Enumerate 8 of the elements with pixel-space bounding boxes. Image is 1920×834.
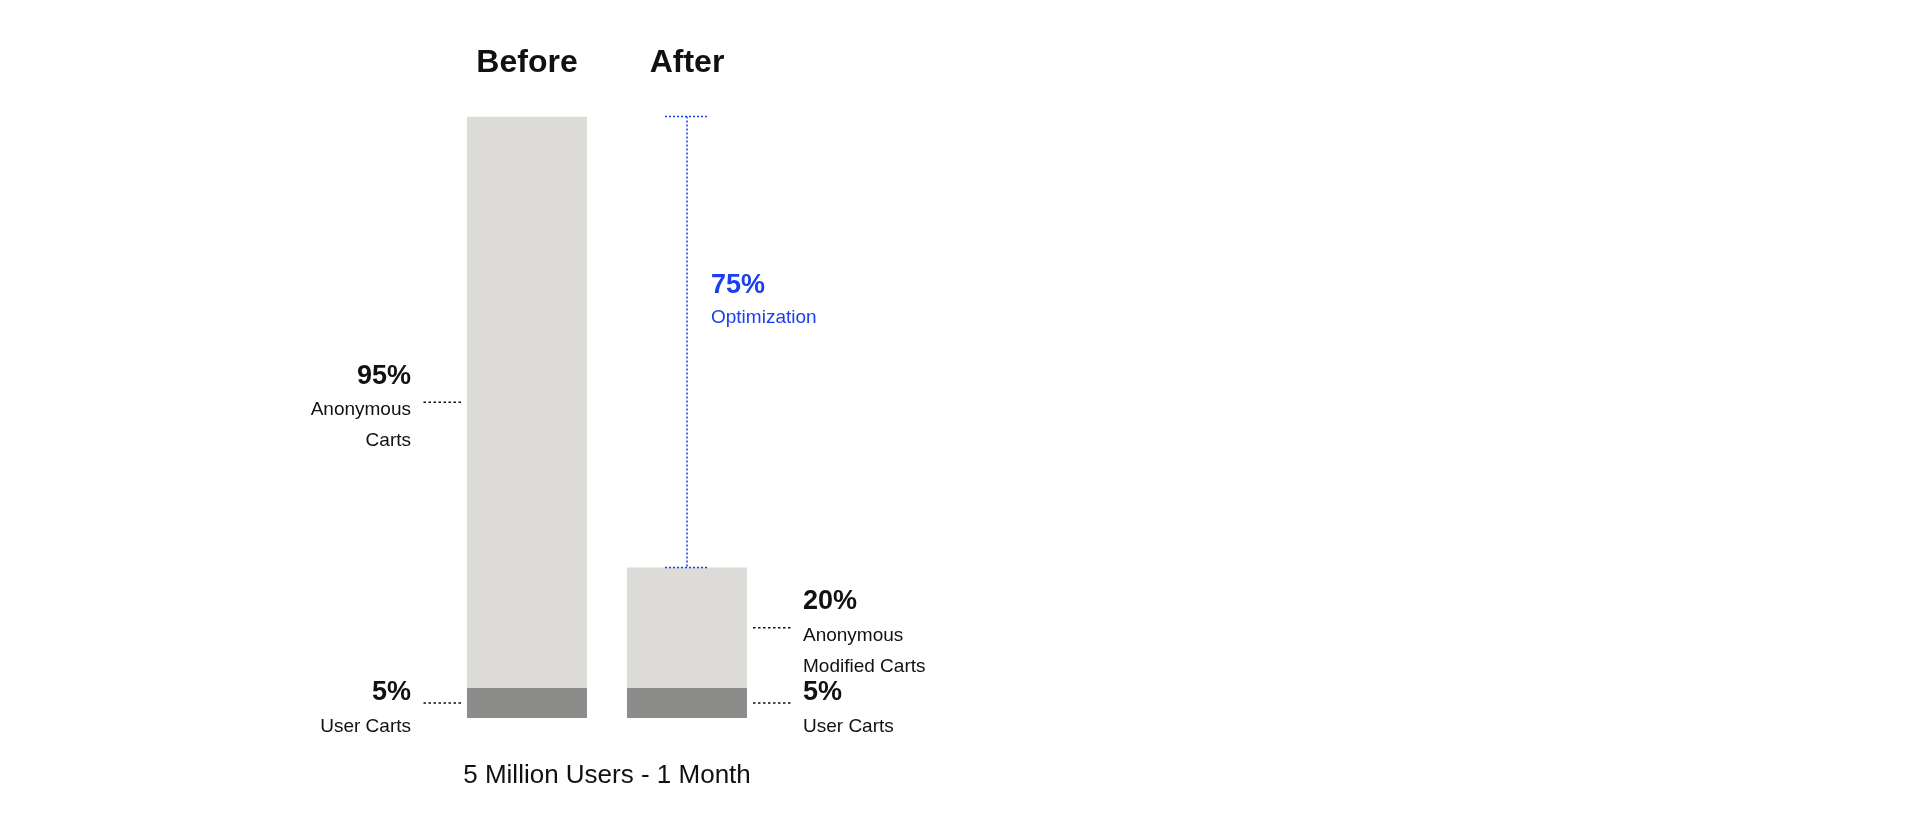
data-label: 95% Anonymous Carts xyxy=(310,359,411,451)
annotation: 75% Optimization xyxy=(711,269,817,328)
x-tick-label: Before xyxy=(476,43,578,80)
x-tick-label: After xyxy=(649,43,725,80)
x-axis-title: 5 Million Users - 1 Month xyxy=(463,759,751,790)
data-label: 5% User Carts xyxy=(803,675,894,736)
data-label: 20% Anonymous Modified Carts xyxy=(803,585,926,676)
data-label: 5% User Carts xyxy=(320,675,411,736)
